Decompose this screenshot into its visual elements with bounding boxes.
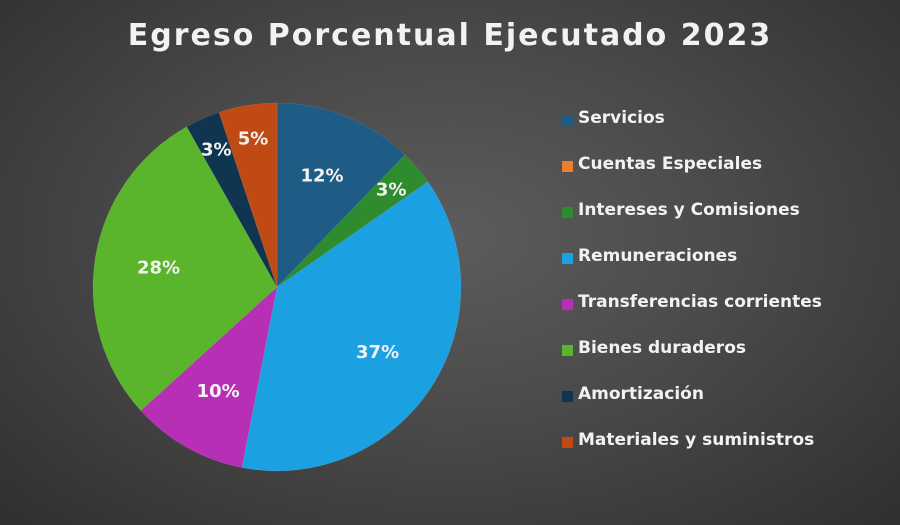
legend-item-6: Bienes duraderos — [562, 338, 822, 384]
legend-label: Servicios — [578, 108, 665, 128]
legend-item-8: Materiales y suministros — [562, 430, 822, 476]
pie-slice-6 — [92, 126, 278, 412]
legend-label: Materiales y suministros — [578, 430, 815, 450]
chart-legend: Servicios Cuentas Especiales Intereses y C… — [562, 108, 822, 476]
legend-label: Intereses y Comisiones — [578, 200, 800, 220]
data-label-8: 5% — [238, 128, 269, 149]
data-label-5: 10% — [197, 381, 240, 402]
data-label-3: 3% — [376, 179, 407, 200]
legend-swatch — [562, 161, 573, 172]
chart-title: Egreso Porcentual Ejecutado 2023 — [127, 18, 773, 53]
legend-item-2: Cuentas Especiales — [562, 154, 822, 200]
legend-item-5: Transferencias corrientes — [562, 292, 822, 338]
legend-label: Bienes duraderos — [578, 338, 746, 358]
pie-slice-7 — [186, 112, 278, 288]
data-label-7: 3% — [201, 139, 232, 160]
legend-item-1: Servicios — [562, 108, 822, 154]
legend-swatch — [562, 345, 573, 356]
legend-swatch — [562, 207, 573, 218]
legend-label: Amortización — [578, 384, 704, 404]
legend-item-3: Intereses y Comisiones — [562, 200, 822, 246]
pie-slice-1 — [276, 102, 406, 288]
legend-swatch — [562, 391, 573, 402]
legend-swatch — [562, 253, 573, 264]
pie-slice-5 — [140, 286, 278, 468]
legend-swatch — [562, 437, 573, 448]
legend-label: Transferencias corrientes — [578, 292, 822, 312]
data-label-4: 37% — [356, 342, 399, 363]
legend-item-4: Remuneraciones — [562, 246, 822, 292]
pie-slice-3 — [276, 154, 429, 288]
legend-swatch — [562, 299, 573, 310]
legend-label: Cuentas Especiales — [578, 154, 763, 174]
pie-slice-4 — [241, 181, 462, 472]
legend-label: Remuneraciones — [578, 246, 738, 266]
legend-swatch — [562, 115, 573, 126]
data-label-1: 12% — [300, 165, 343, 186]
pie-slice-8 — [218, 102, 278, 288]
legend-item-7: Amortización — [562, 384, 822, 430]
data-label-6: 28% — [137, 257, 180, 278]
